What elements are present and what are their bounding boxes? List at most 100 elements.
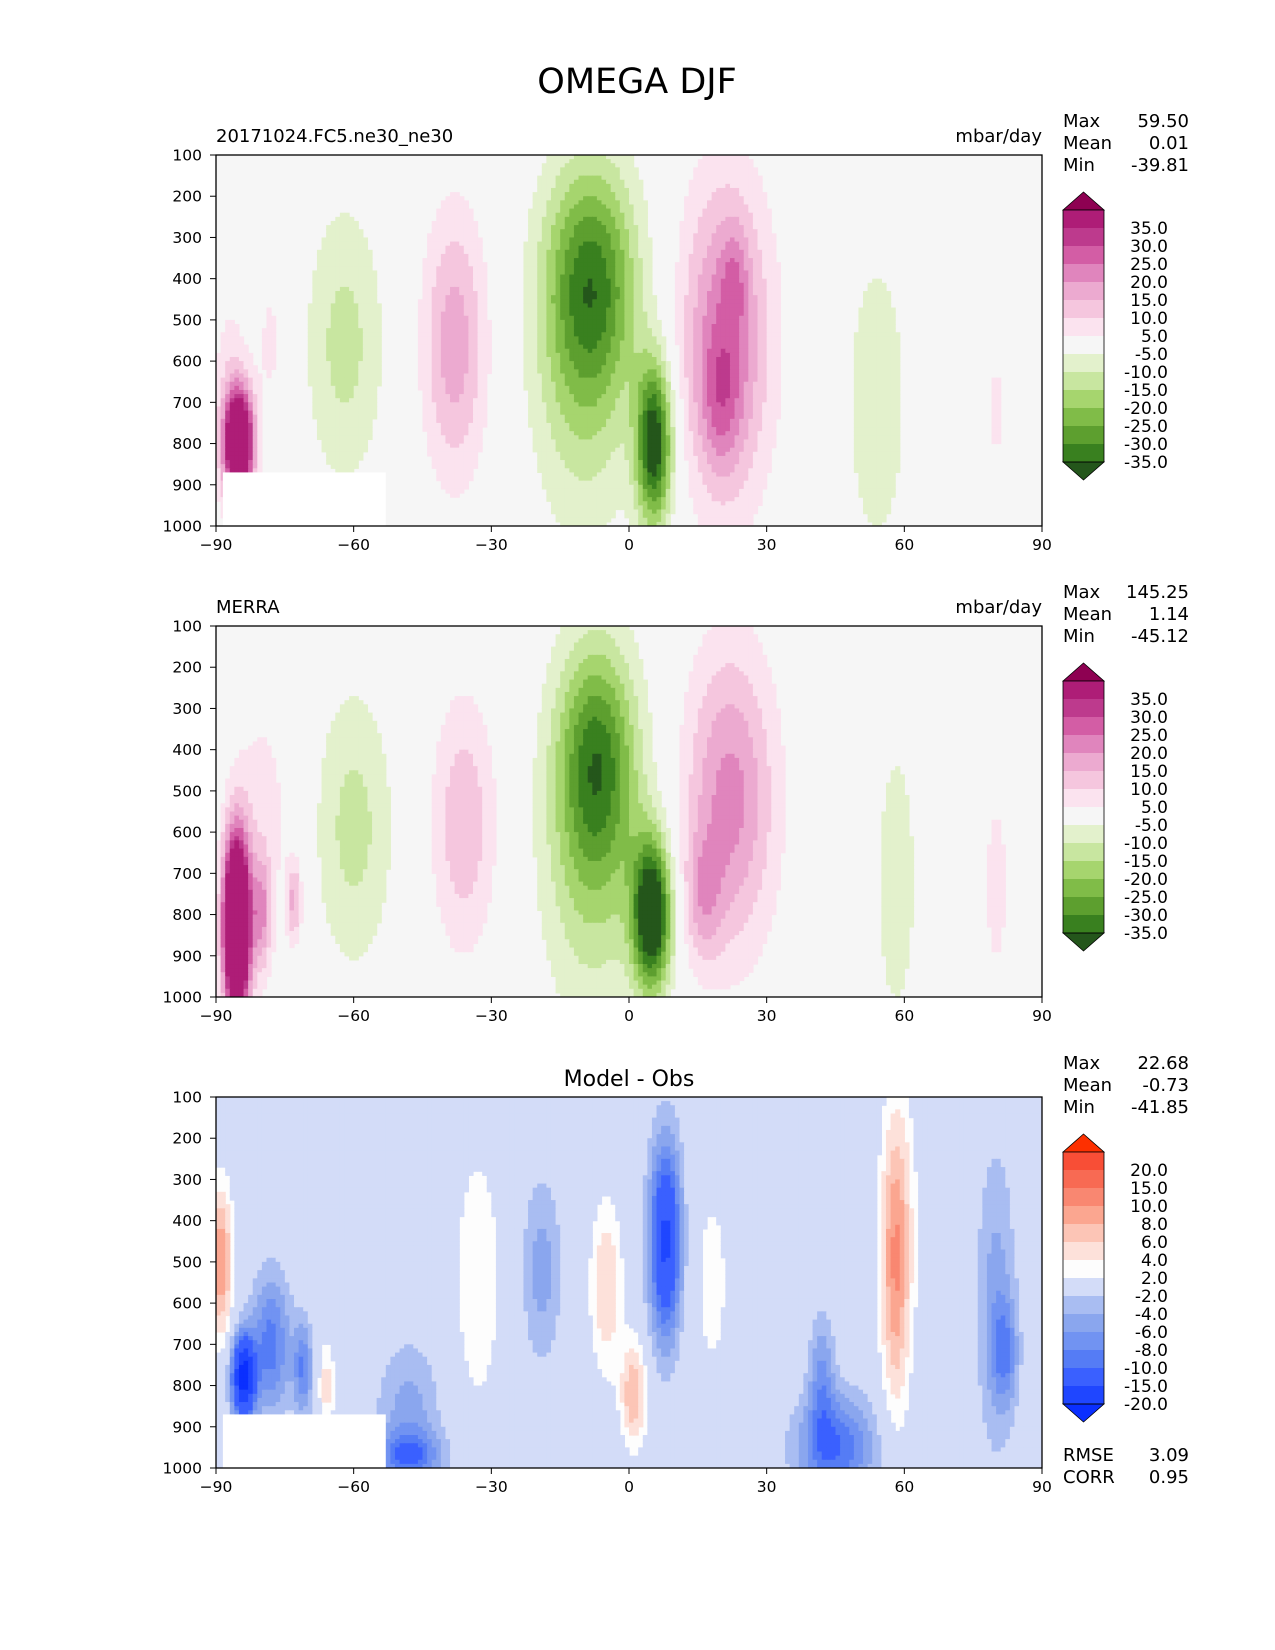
contour-cell bbox=[739, 352, 745, 358]
contour-cell bbox=[560, 266, 566, 272]
contour-cell bbox=[463, 237, 469, 243]
contour-cell bbox=[895, 385, 901, 391]
contour-cell bbox=[583, 225, 589, 230]
contour-cell bbox=[707, 216, 713, 222]
contour-cell bbox=[472, 340, 479, 346]
contour-cell bbox=[330, 373, 336, 379]
contour-cell bbox=[688, 398, 694, 403]
contour-cell bbox=[550, 414, 557, 420]
contour-cell bbox=[537, 286, 543, 292]
contour-cell bbox=[532, 270, 538, 276]
contour-cell bbox=[569, 352, 575, 358]
contour-cell bbox=[583, 389, 589, 395]
contour-cell bbox=[601, 241, 607, 247]
contour-cell bbox=[427, 361, 433, 366]
contour-cell bbox=[725, 212, 731, 218]
contour-cell bbox=[729, 241, 736, 247]
contour-cell bbox=[720, 204, 726, 210]
contour-cell bbox=[546, 159, 552, 164]
contour-cell bbox=[757, 394, 763, 399]
contour-cell bbox=[454, 394, 460, 399]
contour-cell bbox=[573, 307, 580, 313]
contour-cell bbox=[229, 373, 235, 379]
contour-cell bbox=[248, 361, 254, 366]
contour-cell bbox=[596, 155, 603, 160]
contour-cell bbox=[633, 225, 639, 230]
contour-cell bbox=[601, 307, 607, 313]
contour-cell bbox=[762, 328, 768, 333]
contour-cell bbox=[775, 373, 782, 379]
contour-cell bbox=[312, 365, 318, 370]
contour-cell bbox=[541, 229, 547, 234]
contour-cell bbox=[615, 187, 621, 193]
contour-cell bbox=[472, 381, 479, 387]
contour-cell bbox=[867, 394, 873, 399]
contour-cell bbox=[550, 286, 557, 292]
contour-cell bbox=[762, 220, 768, 226]
contour-cell bbox=[601, 266, 607, 272]
contour-cell bbox=[445, 361, 451, 366]
contour-cell bbox=[528, 344, 534, 350]
contour-cell bbox=[560, 204, 566, 210]
contour-cell bbox=[569, 311, 575, 317]
contour-cell bbox=[762, 241, 768, 247]
contour-cell bbox=[541, 389, 547, 395]
contour-cell bbox=[234, 398, 240, 403]
contour-cell bbox=[450, 319, 456, 325]
contour-cell bbox=[606, 179, 612, 185]
contour-cell bbox=[684, 220, 690, 226]
contour-cell bbox=[606, 385, 612, 391]
contour-cell bbox=[670, 389, 676, 395]
contour-cell bbox=[463, 348, 469, 354]
contour-cell bbox=[472, 336, 479, 342]
contour-cell bbox=[720, 270, 726, 276]
contour-cell bbox=[853, 402, 860, 408]
contour-cell bbox=[647, 361, 653, 366]
contour-cell bbox=[619, 183, 626, 189]
contour-cell bbox=[739, 373, 745, 379]
contour-cell bbox=[606, 332, 612, 337]
contour-cell bbox=[349, 398, 355, 403]
contour-cell bbox=[523, 340, 529, 346]
contour-cell bbox=[541, 270, 547, 276]
contour-cell bbox=[757, 237, 763, 243]
contour-cell bbox=[697, 402, 704, 408]
panel-1: −90 −60 −30 0 30 60 90100200300400500600700800… bbox=[163, 111, 1189, 554]
contour-cell bbox=[312, 278, 318, 284]
contour-cell bbox=[697, 212, 704, 218]
contour-cell bbox=[642, 311, 648, 317]
contour-cell bbox=[436, 398, 442, 403]
contour-cell bbox=[725, 237, 731, 243]
contour-cell bbox=[353, 389, 359, 395]
contour-cell bbox=[321, 352, 327, 358]
contour-cell bbox=[642, 369, 648, 375]
contour-cell bbox=[743, 225, 749, 230]
contour-cell bbox=[702, 208, 708, 214]
contour-cell bbox=[739, 245, 745, 251]
contour-cell bbox=[362, 369, 369, 375]
contour-cell bbox=[528, 311, 534, 317]
contour-cell bbox=[624, 410, 630, 416]
contour-cell bbox=[472, 332, 479, 337]
contour-cell bbox=[422, 319, 428, 325]
contour-cell bbox=[486, 369, 492, 375]
contour-cell bbox=[642, 225, 648, 230]
contour-cell bbox=[587, 332, 593, 337]
contour-cell bbox=[362, 258, 369, 263]
contour-cell bbox=[619, 361, 626, 366]
contour-cell bbox=[629, 270, 635, 276]
contour-cell bbox=[344, 344, 350, 350]
contour-cell bbox=[762, 270, 768, 276]
contour-cell bbox=[362, 245, 369, 251]
contour-cell bbox=[665, 406, 671, 412]
contour-cell bbox=[436, 286, 442, 292]
contour-cell bbox=[335, 352, 341, 358]
contour-cell bbox=[638, 406, 644, 412]
contour-cell bbox=[335, 258, 341, 263]
contour-cell bbox=[532, 212, 538, 218]
contour-cell bbox=[225, 373, 231, 379]
contour-cell bbox=[468, 369, 474, 375]
contour-cell bbox=[472, 237, 479, 243]
contour-cell bbox=[739, 356, 745, 362]
contour-cell bbox=[573, 163, 580, 168]
